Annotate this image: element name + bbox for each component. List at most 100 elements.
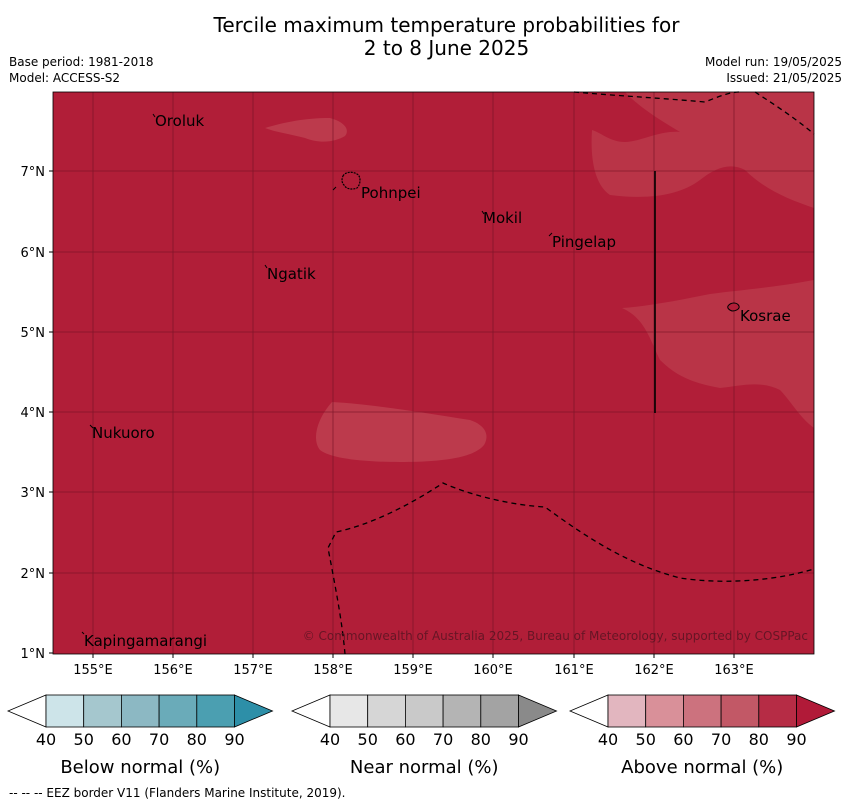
colorbar-below-segment [121,694,160,728]
colorbar-below-tick: 90 [224,730,244,749]
place-ngatik: Ngatik [267,265,316,283]
lat-tick-3n: 3°N [21,486,46,501]
place-kapingamarangi: Kapingamarangi [84,632,207,650]
colorbar-near-segment [480,694,519,728]
meta-right: Model run: 19/05/2025 Issued: 21/05/2025 [705,54,842,86]
colorbar-below-high-arrow [234,694,274,728]
lat-tick-4n: 4°N [21,406,46,421]
lighter-region-east [622,280,814,428]
eez-borders [327,91,815,655]
colorbar-above-tick: 40 [598,730,618,749]
colorbar-above-tick: 60 [673,730,693,749]
gridlines [53,92,814,654]
issued-date: Issued: 21/05/2025 [726,71,842,85]
lon-tick-158e: 158°E [313,663,353,678]
lat-axis: 7°N 6°N 5°N 4°N 3°N 2°N 1°N [21,165,46,662]
lighter-region-northeast [591,92,814,208]
colorbar-near-tick: 80 [471,730,491,749]
place-oroluk: Oroluk [155,112,204,130]
colorbar-above-low-arrow [568,694,609,728]
colorbar-below-tick: 40 [36,730,56,749]
colorbar-near: 40 50 60 70 80 90 Near normal (%) [290,694,558,778]
colorbar-near-tick: 50 [358,730,378,749]
lat-tick-7n: 7°N [21,165,46,180]
colorbar-below-tick: 60 [111,730,131,749]
colorbar-below-low-arrow [6,694,47,728]
colorbar-below-tick: 80 [187,730,207,749]
map-frame [52,91,815,655]
colorbar-above-segment [683,694,722,728]
colorbar-above-tick: 90 [786,730,806,749]
colorbar-near-low-arrow [290,694,331,728]
eez-border-northeast [754,91,815,135]
pohnpei-island [341,171,361,190]
colorbar-below-tick: 50 [74,730,94,749]
colorbar-below-segment [158,694,198,728]
lat-tick-5n: 5°N [21,326,46,341]
colorbar-below-segment [45,694,85,728]
colorbar-above-tick: 80 [749,730,769,749]
colorbar-above-tick: 50 [636,730,656,749]
colorbar-above-segment [607,694,647,728]
colorbar-near-tick: 60 [395,730,415,749]
colorbar-above-high-arrow [796,694,836,728]
lon-tick-159e: 159°E [393,663,433,678]
model-name: Model: ACCESS-S2 [9,71,121,85]
model-run: Model run: 19/05/2025 [704,55,842,69]
lat-tick-marks [49,170,53,654]
lighter-region-central [316,402,487,462]
lon-tick-162e: 162°E [634,663,674,678]
lat-tick-2n: 2°N [21,567,46,582]
small-island-marks [81,113,553,635]
lon-tick-156e: 156°E [153,663,193,678]
place-nukuoro: Nukuoro [92,424,155,442]
place-pohnpei: Pohnpei [361,184,421,202]
colorbar-near-tick: 40 [320,730,340,749]
colorbar-near-title: Near normal (%) [350,757,499,778]
lat-tick-1n: 1°N [21,647,46,662]
lon-tick-161e: 161°E [554,663,594,678]
lon-axis: 155°E 156°E 157°E 158°E 159°E 160°E 161°… [73,663,754,678]
colorbar-near-segment [442,694,482,728]
place-labels: Oroluk Pohnpei Mokil Pingelap Ngatik Kos… [84,112,791,650]
colorbar-below-segment [83,694,122,728]
colorbar-near-high-arrow [518,694,558,728]
kosrae-island [727,302,740,312]
place-kosrae: Kosrae [740,307,791,325]
eez-border-north [573,91,741,103]
colorbar-near-segment [404,694,444,728]
copyright-notice: © Commonwealth of Australia 2025, Bureau… [303,629,808,643]
title-line-2: 2 to 8 June 2025 [363,36,530,60]
pohnpei-islet [332,186,337,191]
lon-tick-155e: 155°E [73,663,113,678]
colorbar-near-tick: 90 [508,730,528,749]
colorbar-above-title: Above normal (%) [621,757,783,778]
colorbar-near-tick: 70 [433,730,453,749]
lon-tick-157e: 157°E [233,663,273,678]
colorbar-below-segment [196,694,235,728]
place-pingelap: Pingelap [552,233,616,251]
lon-tick-163e: 163°E [714,663,754,678]
eez-border-south [327,482,815,655]
lat-tick-6n: 6°N [21,246,46,261]
colorbar-above-segment [758,694,797,728]
title-line-1: Tercile maximum temperature probabilitie… [213,13,680,37]
colorbar-below-tick: 70 [149,730,169,749]
base-period: Base period: 1981-2018 [9,55,154,69]
colorbar-near-segment [367,694,406,728]
colorbar-above-tick: 70 [711,730,731,749]
lon-tick-160e: 160°E [473,663,513,678]
colorbar-above-segment [645,694,684,728]
colorbar-below-title: Below normal (%) [60,757,220,778]
lon-tick-marks [92,654,735,658]
eez-note: -- -- -- EEZ border V11 (Flanders Marine… [9,786,346,800]
colorbar-above-segment [720,694,760,728]
meta-left: Base period: 1981-2018 Model: ACCESS-S2 [9,54,154,86]
lighter-region-north [265,118,347,142]
map-title: Tercile maximum temperature probabilitie… [0,14,850,60]
place-mokil: Mokil [483,209,522,227]
